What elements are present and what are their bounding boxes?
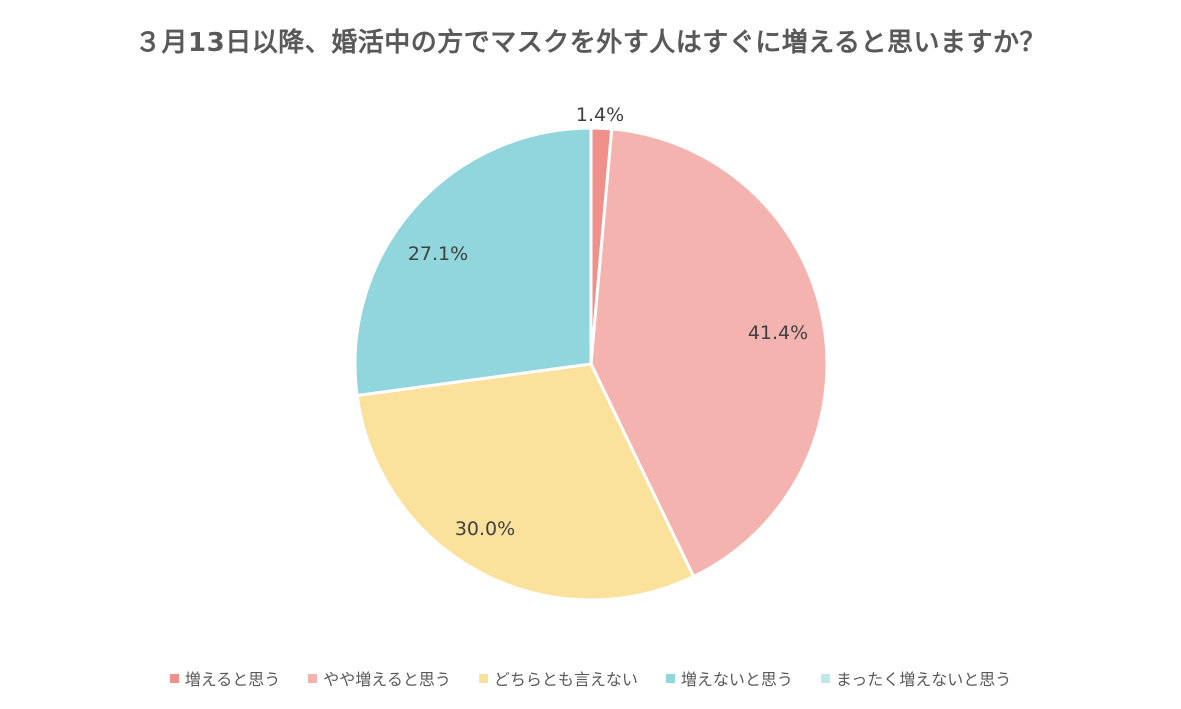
legend-item: 増えると思う: [169, 666, 281, 690]
data-label-slice0: 1.4%: [575, 104, 625, 126]
pie-slice: [589, 127, 829, 579]
legend-swatch-icon: [308, 673, 318, 683]
legend-item: やや増えると思う: [308, 666, 451, 690]
chart-legend: 増えると思う やや増えると思う どちらとも言えない 増えないと思う まったく増え…: [0, 666, 1181, 690]
legend-label: どちらとも言えない: [493, 670, 638, 689]
pie-slices: [353, 126, 829, 602]
legend-swatch-icon: [820, 673, 830, 683]
legend-item: まったく増えないと思う: [820, 666, 1012, 690]
legend-label: やや増えると思う: [323, 670, 451, 689]
data-label-slice3: 27.1%: [407, 243, 469, 265]
legend-label: まったく増えないと思う: [835, 670, 1012, 689]
legend-swatch-icon: [478, 673, 488, 683]
legend-label: 増えないと思う: [680, 670, 793, 689]
legend-label: 増えると思う: [184, 670, 281, 689]
legend-swatch-icon: [169, 673, 179, 683]
pie-slice: [353, 126, 593, 397]
pie-slice: [355, 362, 696, 602]
legend-item: 増えないと思う: [665, 666, 793, 690]
data-label-slice1: 41.4%: [747, 322, 809, 344]
legend-item: どちらとも言えない: [478, 666, 638, 690]
legend-swatch-icon: [665, 673, 675, 683]
chart-title: ３月13日以降、婚活中の方でマスクを外す人はすぐに増えると思いますか？: [135, 28, 1046, 58]
data-label-slice2: 30.0%: [454, 518, 516, 540]
